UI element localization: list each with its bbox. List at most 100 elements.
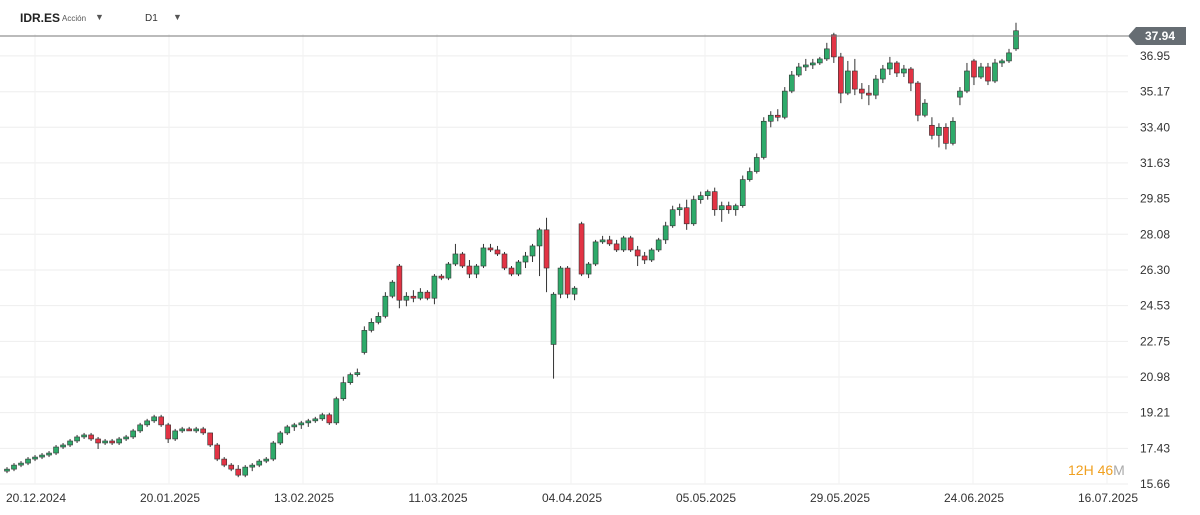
candle[interactable] (95, 436, 101, 450)
candle[interactable] (606, 235, 613, 246)
candle[interactable] (880, 64, 886, 84)
candle[interactable] (683, 199, 690, 230)
candle[interactable] (669, 205, 676, 228)
candle[interactable] (971, 58, 977, 86)
candle[interactable] (256, 459, 263, 468)
candle[interactable] (774, 109, 781, 122)
candle[interactable] (571, 286, 578, 301)
candle[interactable] (613, 239, 620, 252)
candle[interactable] (648, 247, 655, 263)
candle[interactable] (354, 368, 361, 377)
candle[interactable] (249, 463, 256, 472)
candle[interactable] (550, 292, 557, 379)
candle[interactable] (130, 428, 136, 439)
candle[interactable] (831, 32, 837, 63)
candle[interactable] (417, 288, 424, 301)
candle[interactable] (137, 422, 143, 433)
candle[interactable] (641, 251, 648, 265)
candle[interactable] (1006, 48, 1012, 63)
candle[interactable] (564, 266, 571, 299)
candle[interactable] (929, 117, 935, 140)
candle[interactable] (151, 414, 157, 423)
candle[interactable] (950, 117, 956, 146)
symbol-label[interactable]: IDR.ES (20, 11, 61, 25)
candle[interactable] (214, 442, 221, 462)
candle[interactable] (578, 221, 585, 277)
candle[interactable] (697, 191, 704, 204)
candle[interactable] (382, 292, 389, 319)
candle[interactable] (585, 262, 592, 279)
candle[interactable] (704, 189, 711, 200)
candle[interactable] (277, 430, 284, 445)
candle[interactable] (53, 444, 59, 456)
candle[interactable] (18, 461, 24, 468)
candle[interactable] (4, 467, 10, 474)
candle[interactable] (543, 217, 550, 293)
candle[interactable] (74, 434, 80, 443)
candle[interactable] (655, 237, 662, 252)
candle[interactable] (263, 457, 270, 464)
candle[interactable] (25, 457, 31, 466)
candle[interactable] (767, 111, 774, 128)
candle[interactable] (235, 465, 242, 478)
candle[interactable] (985, 62, 991, 86)
candle[interactable] (424, 290, 431, 301)
candle[interactable] (368, 318, 375, 333)
candle[interactable] (957, 87, 963, 106)
candle[interactable] (165, 422, 171, 443)
candle[interactable] (431, 274, 438, 305)
candle[interactable] (634, 245, 641, 267)
candle[interactable] (319, 412, 326, 421)
candle[interactable] (592, 239, 599, 267)
candle[interactable] (936, 123, 942, 148)
candle[interactable] (46, 451, 52, 458)
candle[interactable] (901, 64, 907, 78)
candle[interactable] (340, 376, 347, 401)
candle[interactable] (845, 60, 851, 96)
candle[interactable] (403, 292, 410, 307)
candle[interactable] (908, 66, 914, 92)
candle[interactable] (389, 280, 396, 299)
candle[interactable] (179, 426, 185, 433)
candle[interactable] (852, 58, 858, 96)
candle[interactable] (361, 326, 368, 355)
candle[interactable] (11, 463, 17, 472)
candle[interactable] (193, 426, 199, 433)
candle[interactable] (333, 396, 340, 425)
candle[interactable] (207, 432, 214, 448)
candle[interactable] (39, 453, 45, 460)
candle[interactable] (620, 235, 627, 252)
candle[interactable] (445, 262, 452, 281)
candle[interactable] (305, 418, 312, 427)
candle[interactable] (109, 438, 115, 445)
candle[interactable] (662, 221, 669, 244)
candle[interactable] (32, 455, 38, 462)
candle[interactable] (67, 438, 73, 448)
candle[interactable] (760, 117, 767, 160)
candle[interactable] (781, 87, 788, 120)
candle[interactable] (88, 432, 94, 441)
candle[interactable] (438, 274, 445, 281)
candle[interactable] (347, 372, 354, 385)
candle[interactable] (270, 440, 277, 462)
candle[interactable] (824, 42, 830, 61)
candle[interactable] (739, 175, 746, 208)
candle[interactable] (494, 245, 501, 256)
candle[interactable] (291, 422, 298, 431)
candle[interactable] (992, 58, 998, 84)
candle[interactable] (452, 243, 459, 267)
candle[interactable] (186, 426, 192, 432)
candle[interactable] (172, 428, 178, 441)
candle[interactable] (144, 418, 150, 427)
candle[interactable] (873, 75, 879, 100)
candle[interactable] (480, 243, 487, 269)
timeframe-label[interactable]: D1 (145, 13, 158, 24)
candle[interactable] (915, 81, 921, 122)
candle[interactable] (838, 52, 844, 104)
candle[interactable] (515, 260, 522, 277)
candle[interactable] (599, 235, 606, 244)
candle[interactable] (466, 260, 473, 279)
candle[interactable] (711, 187, 718, 216)
candle[interactable] (753, 153, 760, 174)
candle[interactable] (557, 266, 564, 299)
